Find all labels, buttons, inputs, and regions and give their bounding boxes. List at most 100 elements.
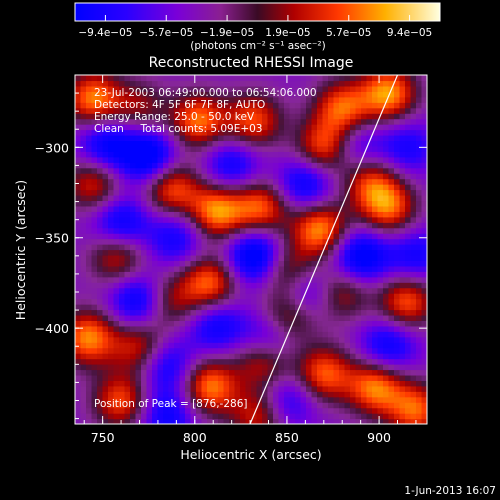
heatmap-cell <box>207 200 214 207</box>
heatmap-cell <box>234 342 241 349</box>
heatmap-cell <box>306 336 313 343</box>
heatmap-cell <box>135 233 142 240</box>
heatmap-cell <box>339 145 346 152</box>
heatmap-cell <box>295 156 302 163</box>
heatmap-cell <box>240 304 247 311</box>
heatmap-cell <box>223 314 230 321</box>
heatmap-cell <box>394 189 401 196</box>
heatmap-cell <box>278 249 285 256</box>
heatmap-cell <box>196 304 203 311</box>
heatmap-cell <box>394 80 401 87</box>
heatmap-cell <box>124 75 131 82</box>
heatmap-cell <box>405 91 412 98</box>
heatmap-cell <box>91 391 98 398</box>
heatmap-cell <box>278 102 285 109</box>
heatmap-cell <box>344 129 351 136</box>
heatmap-cell <box>339 162 346 169</box>
heatmap-cell <box>179 413 186 420</box>
heatmap-cell <box>108 325 115 332</box>
heatmap-cell <box>333 124 340 131</box>
heatmap-cell <box>278 304 285 311</box>
heatmap-cell <box>119 249 126 256</box>
heatmap-cell <box>102 314 109 321</box>
heatmap-cell <box>113 222 120 229</box>
heatmap-cell <box>361 287 368 294</box>
heatmap-cell <box>306 124 313 131</box>
heatmap-cell <box>240 265 247 272</box>
heatmap-cell <box>130 244 137 251</box>
heatmap-cell <box>289 80 296 87</box>
heatmap-cell <box>322 178 329 185</box>
heatmap-cell <box>267 254 274 261</box>
heatmap-cell <box>295 113 302 120</box>
heatmap-cell <box>416 276 423 283</box>
heatmap-cell <box>223 145 230 152</box>
heatmap-cell <box>80 407 87 414</box>
heatmap-cell <box>394 260 401 267</box>
heatmap-cell <box>218 151 225 158</box>
heatmap-cell <box>256 287 263 294</box>
heatmap-cell <box>410 189 417 196</box>
heatmap-cell <box>262 162 269 169</box>
heatmap-cell <box>124 124 131 131</box>
heatmap-cell <box>234 314 241 321</box>
heatmap-cell <box>212 134 219 142</box>
heatmap-cell <box>394 364 401 371</box>
heatmap-cell <box>91 173 98 180</box>
heatmap-cell <box>240 145 247 152</box>
heatmap-cell <box>361 304 368 311</box>
heatmap-cell <box>339 211 346 218</box>
heatmap-cell <box>179 238 186 245</box>
heatmap-cell <box>289 358 296 365</box>
heatmap-cell <box>119 194 126 202</box>
heatmap-cell <box>86 342 93 349</box>
heatmap-cell <box>113 145 120 152</box>
heatmap-cell <box>240 342 247 349</box>
heatmap-cell <box>163 407 170 414</box>
heatmap-cell <box>108 238 115 245</box>
heatmap-cell <box>416 265 423 272</box>
heatmap-cell <box>405 75 412 82</box>
heatmap-cell <box>405 396 412 403</box>
heatmap-cell <box>141 167 148 174</box>
heatmap-cell <box>339 216 346 223</box>
heatmap-cell <box>201 129 208 136</box>
heatmap-cell <box>119 325 126 332</box>
heatmap-cell <box>394 309 401 316</box>
heatmap-cell <box>102 162 109 169</box>
heatmap-cell <box>416 336 423 343</box>
heatmap-cell <box>399 331 406 338</box>
heatmap-cell <box>322 358 329 365</box>
heatmap-cell <box>86 124 93 131</box>
heatmap-cell <box>223 385 230 392</box>
heatmap-cell <box>339 293 346 300</box>
heatmap-cell <box>190 85 197 92</box>
heatmap-cell <box>262 200 269 207</box>
heatmap-cell <box>410 265 417 272</box>
heatmap-cell <box>135 325 142 332</box>
heatmap-cell <box>174 249 181 256</box>
heatmap-cell <box>317 156 324 163</box>
heatmap-cell <box>372 385 379 392</box>
heatmap-cell <box>339 249 346 256</box>
heatmap-cell <box>102 129 109 136</box>
heatmap-cell <box>333 396 340 403</box>
heatmap-cell <box>267 129 274 136</box>
heatmap-cell <box>207 364 214 371</box>
heatmap-cell <box>146 287 153 294</box>
heatmap-cell <box>86 113 93 120</box>
heatmap-cell <box>185 178 192 185</box>
heatmap-cell <box>108 194 115 202</box>
heatmap-cell <box>289 178 296 185</box>
heatmap-cell <box>97 194 104 202</box>
heatmap-cell <box>278 244 285 251</box>
heatmap-cell <box>80 91 87 98</box>
heatmap-cell <box>157 184 164 191</box>
heatmap-cell <box>124 396 131 403</box>
heatmap-cell <box>179 233 186 240</box>
heatmap-cell <box>416 205 423 212</box>
heatmap-cell <box>80 347 87 354</box>
heatmap-cell <box>223 151 230 158</box>
heatmap-cell <box>190 320 197 327</box>
heatmap-cell <box>300 184 307 191</box>
